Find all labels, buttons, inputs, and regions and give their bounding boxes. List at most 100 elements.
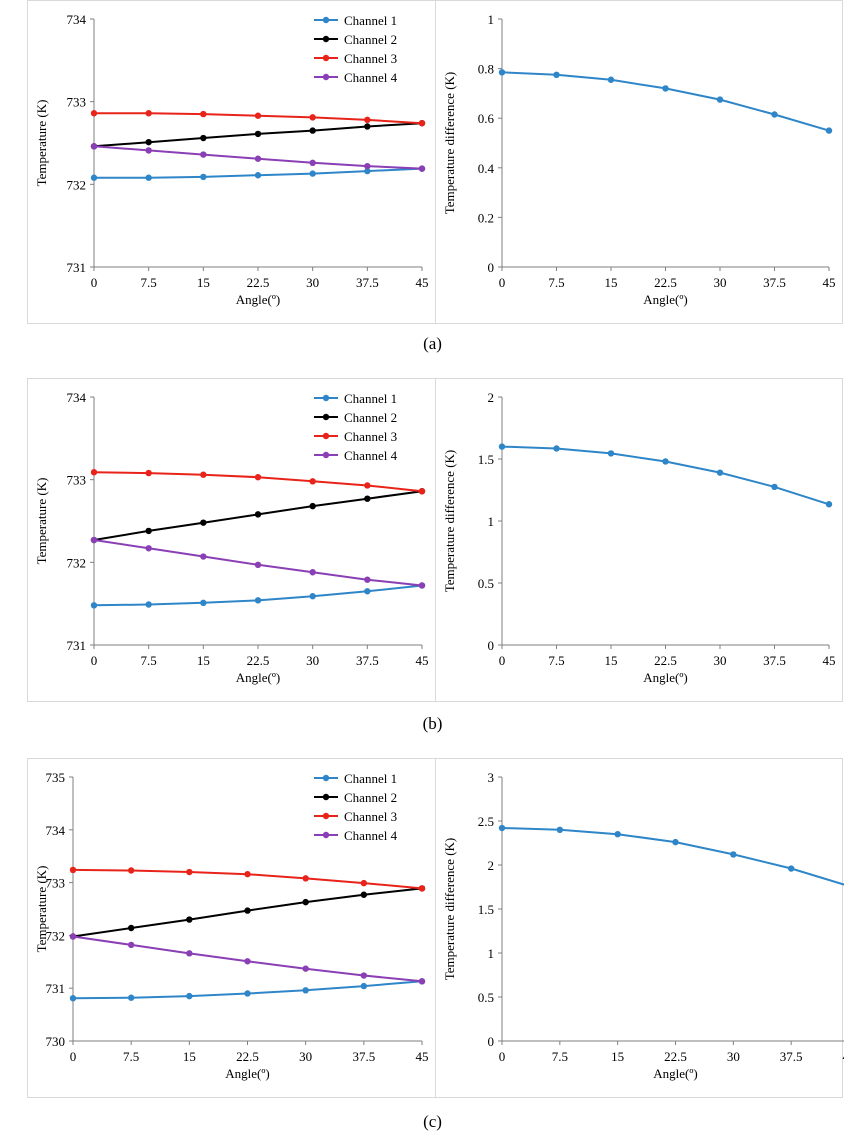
legend-label: Channel 1: [344, 13, 397, 28]
x-tick-label: 0: [91, 275, 98, 290]
data-point-channel-4: [364, 162, 371, 170]
y-tick-label: 733: [67, 95, 87, 110]
y-tick-label: 1: [488, 946, 495, 961]
data-point-channel-1: [302, 987, 309, 994]
data-point-channel-4: [364, 576, 371, 583]
data-point-temperature-difference: [825, 127, 833, 134]
data-point-channel-3: [200, 471, 207, 478]
data-point-channel-2: [360, 891, 368, 898]
x-tick-label: 30: [306, 275, 319, 290]
y-axis-label: Temperature (K): [34, 866, 49, 953]
x-tick-label: 45: [416, 1049, 429, 1064]
legend-marker: [322, 54, 330, 62]
data-point-channel-3: [309, 478, 316, 485]
data-point-channel-2: [127, 924, 135, 932]
chart-c-right: 00.511.522.5307.51522.53037.545Angle(º)T…: [442, 770, 845, 1081]
legend-label: Channel 4: [344, 448, 398, 463]
data-point-channel-4: [418, 978, 426, 985]
data-point-channel-1: [200, 173, 207, 181]
data-point-channel-4: [309, 159, 316, 167]
x-axis-label: Angle(º): [643, 670, 687, 685]
data-point-channel-4: [244, 958, 251, 965]
x-tick-label: 22.5: [247, 275, 270, 290]
data-point-channel-4: [69, 933, 77, 940]
x-tick-label: 30: [299, 1049, 312, 1064]
x-tick-label: 45: [843, 1049, 845, 1064]
y-axis-label: Temperature (K): [34, 478, 49, 565]
data-point-channel-2: [302, 898, 309, 906]
legend-marker: [322, 35, 330, 43]
chart-c-left: 730 731 732 733 734 735 0 7.5 15 22.5 30 37.5 45 Angl…: [34, 770, 429, 1081]
x-tick-label: 30: [714, 275, 727, 290]
x-tick-label: 37.5: [763, 653, 786, 668]
x-tick-label: 37.5: [780, 1049, 803, 1064]
data-point-channel-3: [90, 469, 98, 476]
x-tick-label: 45: [823, 275, 836, 290]
x-tick-label: 0: [70, 1049, 77, 1064]
x-tick-label: 22.5: [654, 653, 677, 668]
data-point-channel-2: [186, 916, 193, 923]
x-axis-label: Angle(º): [225, 1066, 269, 1081]
caption-b: (b): [422, 714, 443, 733]
x-tick-label: 7.5: [548, 275, 564, 290]
series-line-temperature-difference: [501, 827, 844, 886]
data-point-channel-2: [309, 127, 316, 134]
data-point-channel-3: [127, 867, 135, 874]
x-tick-label: 37.5: [356, 275, 379, 290]
y-tick-label: 731: [67, 260, 87, 275]
data-point-temperature-difference: [607, 76, 615, 83]
y-tick-label: 2: [488, 858, 495, 873]
y-tick-label: 733: [46, 876, 66, 891]
data-point-channel-4: [360, 972, 368, 979]
y-axis-label: Temperature difference (K): [442, 450, 457, 593]
x-tick-label: 7.5: [141, 653, 157, 668]
data-point-channel-1: [145, 601, 152, 608]
legend-marker: [322, 451, 330, 459]
y-tick-label: 732: [67, 177, 87, 192]
data-point-channel-1: [364, 167, 371, 175]
data-point-channel-2: [145, 527, 152, 535]
data-point-channel-1: [360, 982, 368, 990]
data-point-channel-1: [186, 992, 193, 1000]
data-point-channel-4: [302, 965, 309, 972]
y-tick-label: 734: [46, 823, 66, 838]
data-point-temperature-difference: [716, 469, 724, 476]
data-point-channel-3: [145, 469, 152, 477]
series-line-temperature-difference: [501, 71, 830, 132]
panel-c: 730 731 732 733 734 735 0 7.5 15 22.5 30 37.5 45 Angl…: [27, 758, 845, 1098]
y-axis-label: Temperature (K): [34, 100, 49, 187]
data-point-temperature-difference: [662, 85, 669, 92]
y-tick-label: 731: [46, 981, 66, 996]
data-point-channel-2: [254, 130, 262, 138]
data-point-channel-1: [244, 990, 251, 997]
data-point-temperature-difference: [825, 501, 833, 508]
data-point-channel-1: [90, 174, 98, 181]
legend-label: Channel 3: [344, 51, 397, 66]
data-point-channel-2: [254, 511, 262, 518]
data-point-channel-2: [364, 123, 371, 130]
x-axis-label: Angle(º): [236, 670, 280, 685]
y-tick-label: 2: [488, 390, 495, 405]
y-tick-label: 2.5: [478, 814, 494, 829]
x-tick-label: 30: [727, 1049, 740, 1064]
caption-c: (c): [423, 1112, 442, 1131]
legend-label: Channel 2: [344, 32, 397, 47]
data-point-channel-2: [200, 519, 207, 526]
data-point-channel-3: [309, 114, 316, 121]
legend-label: Channel 1: [344, 391, 397, 406]
x-tick-label: 15: [605, 653, 618, 668]
data-point-channel-4: [90, 536, 98, 544]
legend-label: Channel 1: [344, 771, 397, 786]
data-point-temperature-difference: [556, 826, 564, 833]
data-point-channel-1: [364, 588, 371, 595]
data-point-channel-4: [145, 147, 152, 154]
x-tick-label: 7.5: [552, 1049, 568, 1064]
data-point-channel-1: [145, 174, 152, 181]
x-tick-label: 37.5: [763, 275, 786, 290]
data-point-channel-2: [364, 495, 371, 502]
x-tick-label: 0: [91, 653, 98, 668]
panel-a: 731 732 733 734 0 7.5 15 22.5 30 37.5 45 Angle(º) Te…: [27, 0, 843, 324]
x-tick-label: 22.5: [236, 1049, 259, 1064]
panel-divider: [435, 759, 436, 1097]
data-point-temperature-difference: [771, 111, 778, 118]
